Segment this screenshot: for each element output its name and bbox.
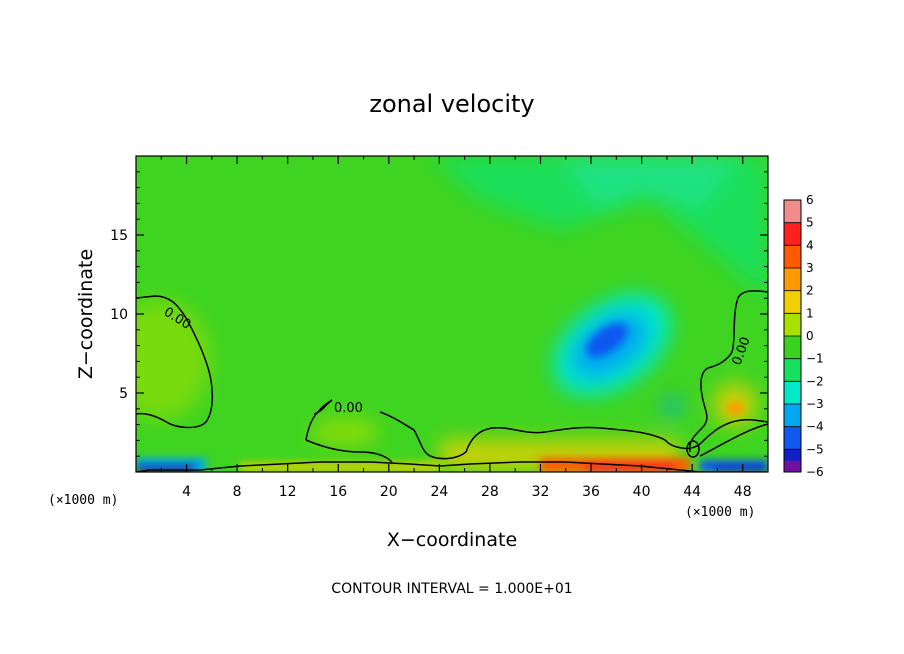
colorbar-swatch-min [784,460,801,472]
colorbar-swatch [784,358,801,382]
x-tick-label: 20 [380,484,398,500]
colorbar-label: −3 [806,397,824,411]
colorbar-swatch [784,200,801,223]
colorbar-swatch [784,336,801,359]
x-tick-label: 48 [734,484,752,500]
colorbar-swatch [784,404,801,427]
contour-small-loop [686,440,700,458]
plot-area: 0.00 0.00 0.00 [136,156,768,472]
colorbar-label: −4 [806,420,824,434]
colorbar-swatch [784,381,801,404]
x-ticks: 4 8 12 16 20 24 28 32 36 40 44 48 [160,156,752,500]
colorbar-label: 4 [806,238,814,252]
field-shading [136,156,768,470]
surface-deep-right [715,466,768,472]
y-tick-label: 5 [119,386,128,402]
x-tick-label: 8 [233,484,242,500]
x-unit-left: (×1000 m) [48,493,118,508]
contour-bottom [136,461,768,472]
x-tick-label: 36 [582,484,600,500]
colorbar-swatch [784,268,801,291]
colorbar: 6 5 4 3 2 1 0 −1 −2 −3 −4 −5 −6 [783,193,824,479]
contour-interval-note: CONTOUR INTERVAL = 1.000E+01 [331,581,572,597]
x-unit-right: (×1000 m) [685,505,755,520]
y-axis-label: Z−coordinate [75,249,97,379]
colorbar-label: 1 [806,306,814,320]
contour-left-bump [305,399,333,441]
surface-deep-left [136,464,196,472]
y-tick-label: 10 [110,307,128,323]
y-ticks: 5 10 15 [110,171,768,457]
x-axis-label: X−coordinate [387,529,517,551]
contour-right-lower [699,423,768,457]
colorbar-label: 6 [806,193,814,207]
colorbar-label: 2 [806,284,814,298]
upper-teal-core [560,156,740,210]
colorbar-swatch [784,290,801,314]
x-tick-label: 44 [683,484,701,500]
x-tick-label: 24 [430,484,448,500]
colorbar-label: −5 [806,442,824,456]
low-left-lobe [310,418,380,446]
right-cold-spot [662,399,682,413]
contour-right [688,290,768,453]
left-lobe [136,300,210,420]
zero-contours [136,290,768,472]
colorbar-swatch [784,313,801,336]
contour-mid-lobe [305,439,393,463]
jet-core [586,323,628,357]
x-tick-label: 4 [182,484,191,500]
colorbar-label: 3 [806,261,814,275]
colorbar-label: 5 [806,216,814,230]
x-tick-label: 28 [481,484,499,500]
colorbar-label: −6 [806,465,824,479]
right-warm-core [726,402,744,414]
colorbar-label: −2 [806,374,824,388]
surface-band-mid [240,462,440,472]
x-tick-label: 16 [329,484,347,500]
colorbar-swatch [784,222,801,246]
x-tick-label: 12 [279,484,297,500]
chart-title: zonal velocity [369,90,534,118]
y-tick-label: 15 [110,228,128,244]
colorbar-label: −1 [806,352,824,366]
colorbar-swatch [784,245,801,268]
contour-left [136,295,214,429]
contour-label-middle: 0.00 [334,401,363,416]
colorbar-swatch [784,426,801,450]
colorbar-label: 0 [806,329,814,343]
x-tick-label: 40 [633,484,651,500]
surface-red-band [585,463,675,472]
x-tick-label: 32 [532,484,550,500]
